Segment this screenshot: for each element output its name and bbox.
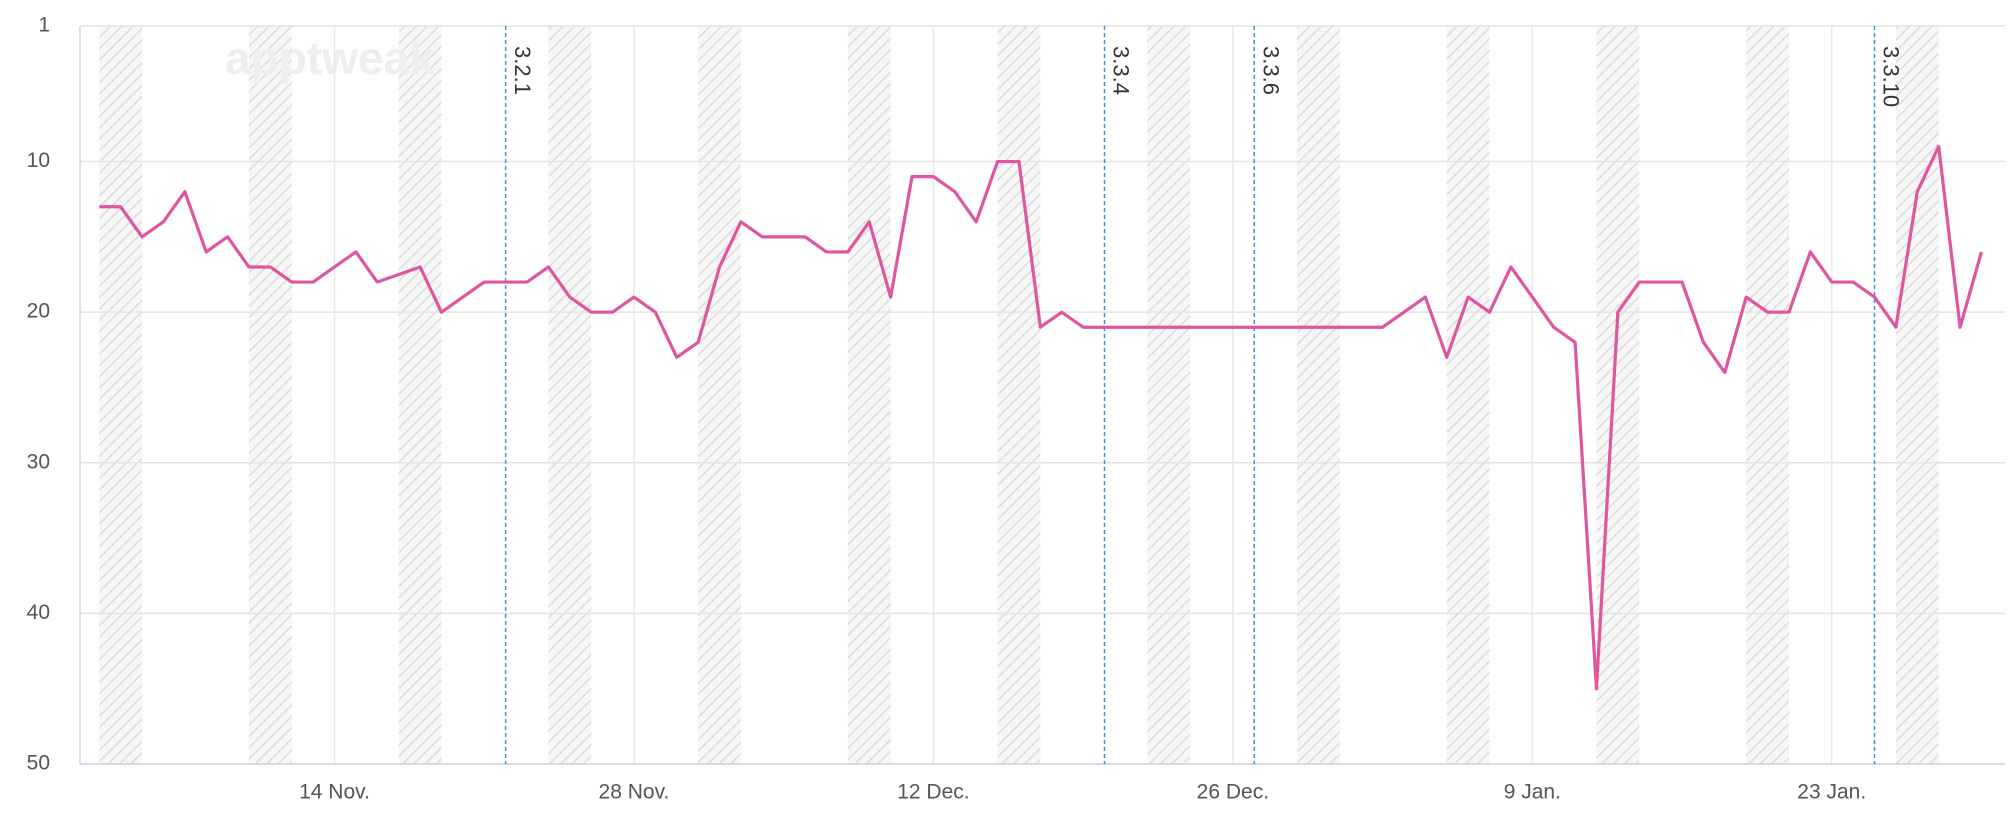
weekend-band	[99, 26, 143, 764]
weekend-band	[698, 26, 741, 764]
y-tick-label: 30	[27, 450, 50, 473]
weekend-band	[398, 26, 442, 764]
weekend-band	[847, 26, 891, 764]
weekend-band	[548, 26, 592, 764]
y-tick-label: 40	[27, 601, 50, 624]
x-tick-label: 14 Nov.	[299, 781, 370, 804]
version-label: 3.2.1	[510, 46, 535, 95]
weekend-band	[1746, 26, 1789, 764]
version-label: 3.3.10	[1879, 46, 1904, 107]
version-label: 3.3.4	[1109, 46, 1134, 95]
line-series	[99, 144, 1984, 691]
weekend-band	[248, 26, 292, 764]
x-tick-label: 23 Jan.	[1797, 781, 1866, 804]
x-tick-label: 26 Dec.	[1197, 781, 1269, 804]
weekend-band	[1297, 26, 1340, 764]
version-label: 3.3.6	[1258, 46, 1283, 95]
weekend-band	[1596, 26, 1640, 764]
y-tick-label: 20	[27, 300, 50, 323]
weekend-band	[1147, 26, 1191, 764]
y-tick-label: 50	[27, 752, 50, 775]
watermark: apptweak	[225, 32, 435, 84]
weekend-band	[1895, 26, 1939, 764]
weekend-band	[997, 26, 1041, 764]
x-tick-label: 9 Jan.	[1504, 781, 1561, 804]
y-tick-label: 1	[38, 14, 50, 37]
weekend-band	[1446, 26, 1490, 764]
x-tick-label: 12 Dec.	[897, 781, 969, 804]
y-tick-label: 10	[27, 149, 50, 172]
x-tick-label: 28 Nov.	[599, 781, 670, 804]
